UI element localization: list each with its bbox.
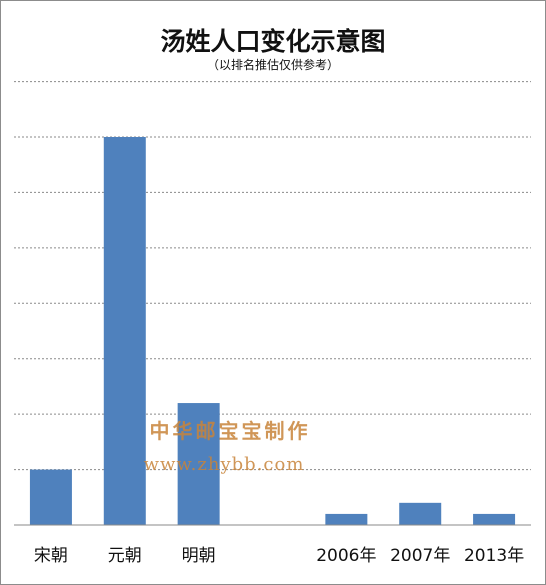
x-tick-label: 2013年 — [464, 546, 524, 566]
bar — [473, 513, 516, 525]
chart-title: 汤姓人口变化示意图 — [160, 27, 386, 56]
watermark-line1: 中华邮宝宝制作 — [150, 419, 311, 443]
bar — [103, 137, 146, 525]
bar — [177, 403, 220, 525]
x-tick-label: 元朝 — [108, 546, 142, 566]
x-tick-labels: 宋朝 元朝 明朝 2006年 2007年 2013年 — [34, 546, 524, 566]
x-tick-label: 宋朝 — [34, 546, 68, 566]
watermark-line2: www.zhybb.com — [144, 454, 305, 475]
x-tick-label: 2007年 — [390, 546, 450, 566]
x-tick-label: 2006年 — [316, 546, 376, 566]
x-tick-label: 明朝 — [182, 546, 216, 566]
bar — [399, 502, 442, 525]
bar — [325, 513, 368, 525]
watermark: 中华邮宝宝制作 www.zhybb.com — [144, 419, 311, 475]
chart-subtitle: （以排名推估仅供参考） — [206, 58, 339, 72]
bars — [29, 137, 516, 525]
bar — [29, 469, 72, 525]
